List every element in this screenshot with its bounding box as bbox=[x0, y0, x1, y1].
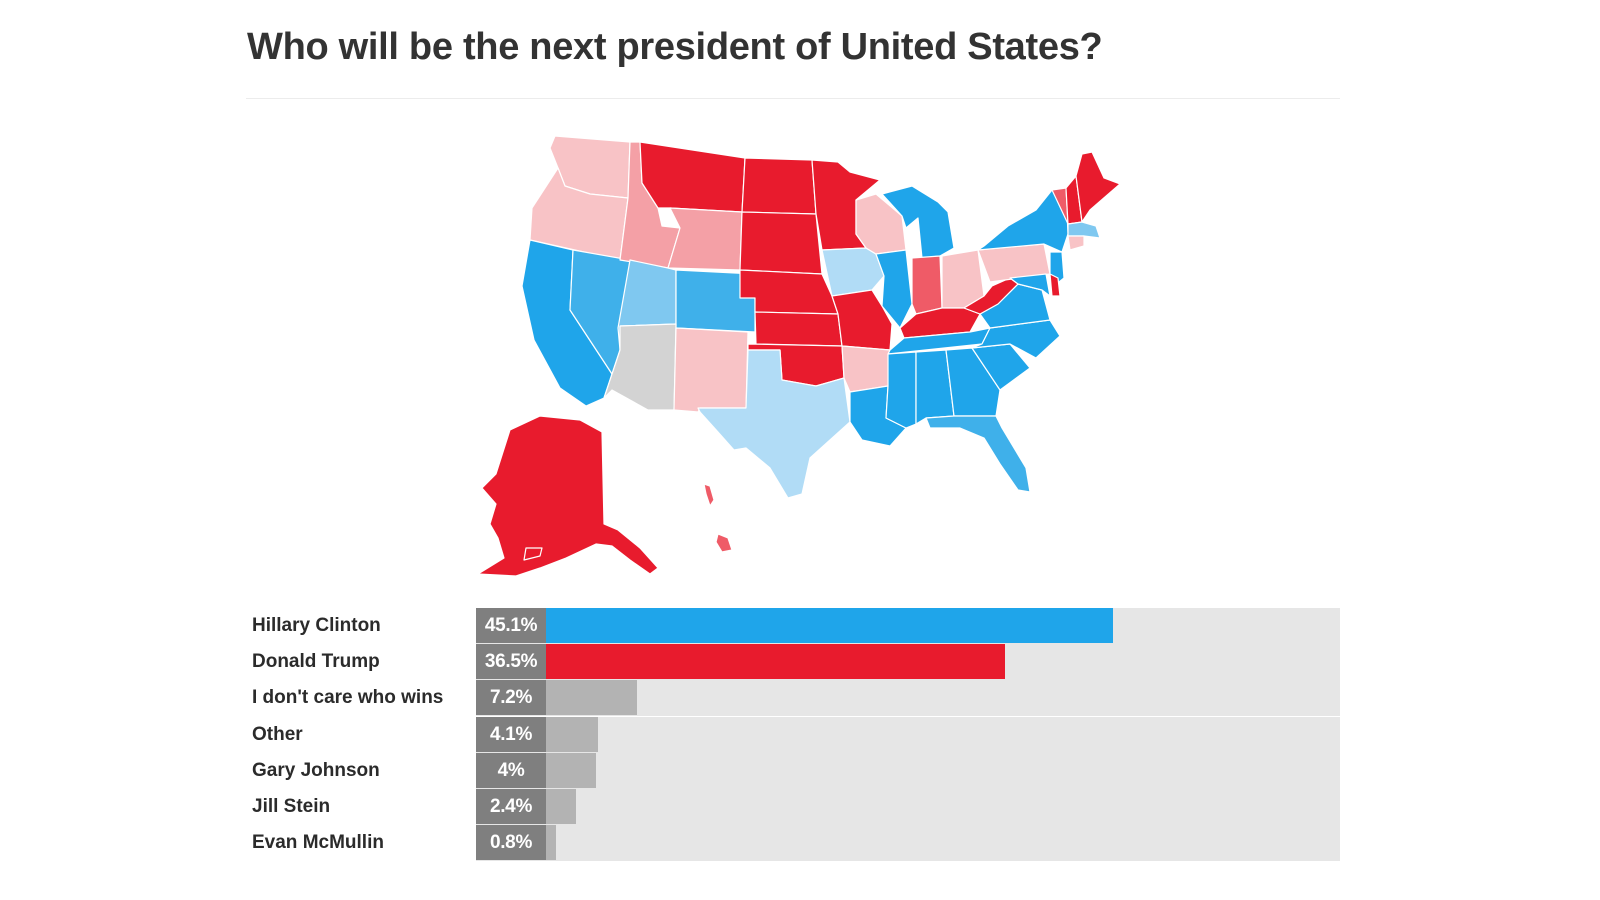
bar-track: 7.2% bbox=[476, 680, 1340, 717]
bar-track: 36.5% bbox=[476, 644, 1340, 681]
state-kansas[interactable] bbox=[754, 311, 843, 347]
candidate-label: Donald Trump bbox=[252, 651, 380, 673]
state-florida[interactable] bbox=[925, 415, 1031, 493]
result-row: Other 4.1% bbox=[246, 716, 1340, 753]
bar-track: 45.1% bbox=[476, 608, 1340, 644]
state-new-mexico[interactable] bbox=[673, 327, 749, 413]
bar-track: 4.1% bbox=[476, 716, 1340, 753]
bar-track: 2.4% bbox=[476, 789, 1340, 825]
us-results-map bbox=[470, 128, 1170, 598]
state-south-dakota[interactable] bbox=[739, 211, 823, 275]
state-georgia[interactable] bbox=[945, 347, 1001, 417]
candidate-label: Evan McMullin bbox=[252, 832, 384, 854]
bar-track: 0.8% bbox=[476, 825, 1340, 862]
percent-label: 0.8% bbox=[476, 825, 546, 861]
bar-track: 4% bbox=[476, 752, 1340, 789]
state-iowa[interactable] bbox=[821, 247, 885, 297]
result-row: Evan McMullin 0.8% bbox=[246, 825, 1340, 862]
state-missouri[interactable] bbox=[831, 289, 893, 351]
state-alaska[interactable] bbox=[477, 415, 659, 577]
state-new-york[interactable] bbox=[977, 189, 1069, 253]
candidate-label: I don't care who wins bbox=[252, 687, 444, 709]
poll-results: Hillary Clinton 45.1% Donald Trump 36.5%… bbox=[246, 608, 1340, 866]
title-divider bbox=[246, 98, 1340, 99]
result-row: Donald Trump 36.5% bbox=[246, 644, 1340, 681]
candidate-label: Hillary Clinton bbox=[252, 615, 381, 636]
state-nebraska[interactable] bbox=[739, 269, 839, 315]
state-indiana[interactable] bbox=[911, 255, 943, 315]
state-wyoming[interactable] bbox=[667, 207, 743, 271]
result-bar bbox=[476, 644, 1005, 680]
state-alaska-peninsula[interactable] bbox=[523, 547, 543, 561]
state-colorado[interactable] bbox=[675, 269, 756, 333]
result-row: Jill Stein 2.4% bbox=[246, 789, 1340, 825]
result-row: Hillary Clinton 45.1% bbox=[246, 608, 1340, 644]
percent-label: 36.5% bbox=[476, 644, 546, 680]
percent-label: 2.4% bbox=[476, 789, 546, 824]
result-row: Gary Johnson 4% bbox=[246, 752, 1340, 789]
percent-label: 45.1% bbox=[476, 608, 546, 643]
page-title: Who will be the next president of United… bbox=[247, 26, 1103, 68]
state-maryland[interactable] bbox=[1009, 273, 1051, 297]
state-hawaii-islands[interactable] bbox=[703, 483, 715, 507]
candidate-label: Gary Johnson bbox=[252, 759, 380, 781]
state-connecticut[interactable] bbox=[1067, 235, 1085, 251]
state-arkansas[interactable] bbox=[841, 345, 891, 393]
state-north-dakota[interactable] bbox=[741, 157, 817, 215]
state-maine[interactable] bbox=[1075, 151, 1121, 223]
percent-label: 4.1% bbox=[476, 716, 546, 752]
state-texas[interactable] bbox=[697, 349, 851, 499]
result-bar bbox=[476, 608, 1113, 643]
state-hawaii[interactable] bbox=[715, 533, 733, 553]
candidate-label: Other bbox=[252, 723, 303, 745]
result-row: I don't care who wins 7.2% bbox=[246, 680, 1340, 717]
percent-label: 7.2% bbox=[476, 680, 546, 716]
us-map-svg bbox=[477, 135, 1121, 577]
candidate-label: Jill Stein bbox=[252, 796, 331, 817]
percent-label: 4% bbox=[476, 752, 546, 788]
state-mississippi[interactable] bbox=[885, 351, 917, 429]
state-montana[interactable] bbox=[639, 141, 746, 213]
state-delaware[interactable] bbox=[1049, 273, 1061, 297]
